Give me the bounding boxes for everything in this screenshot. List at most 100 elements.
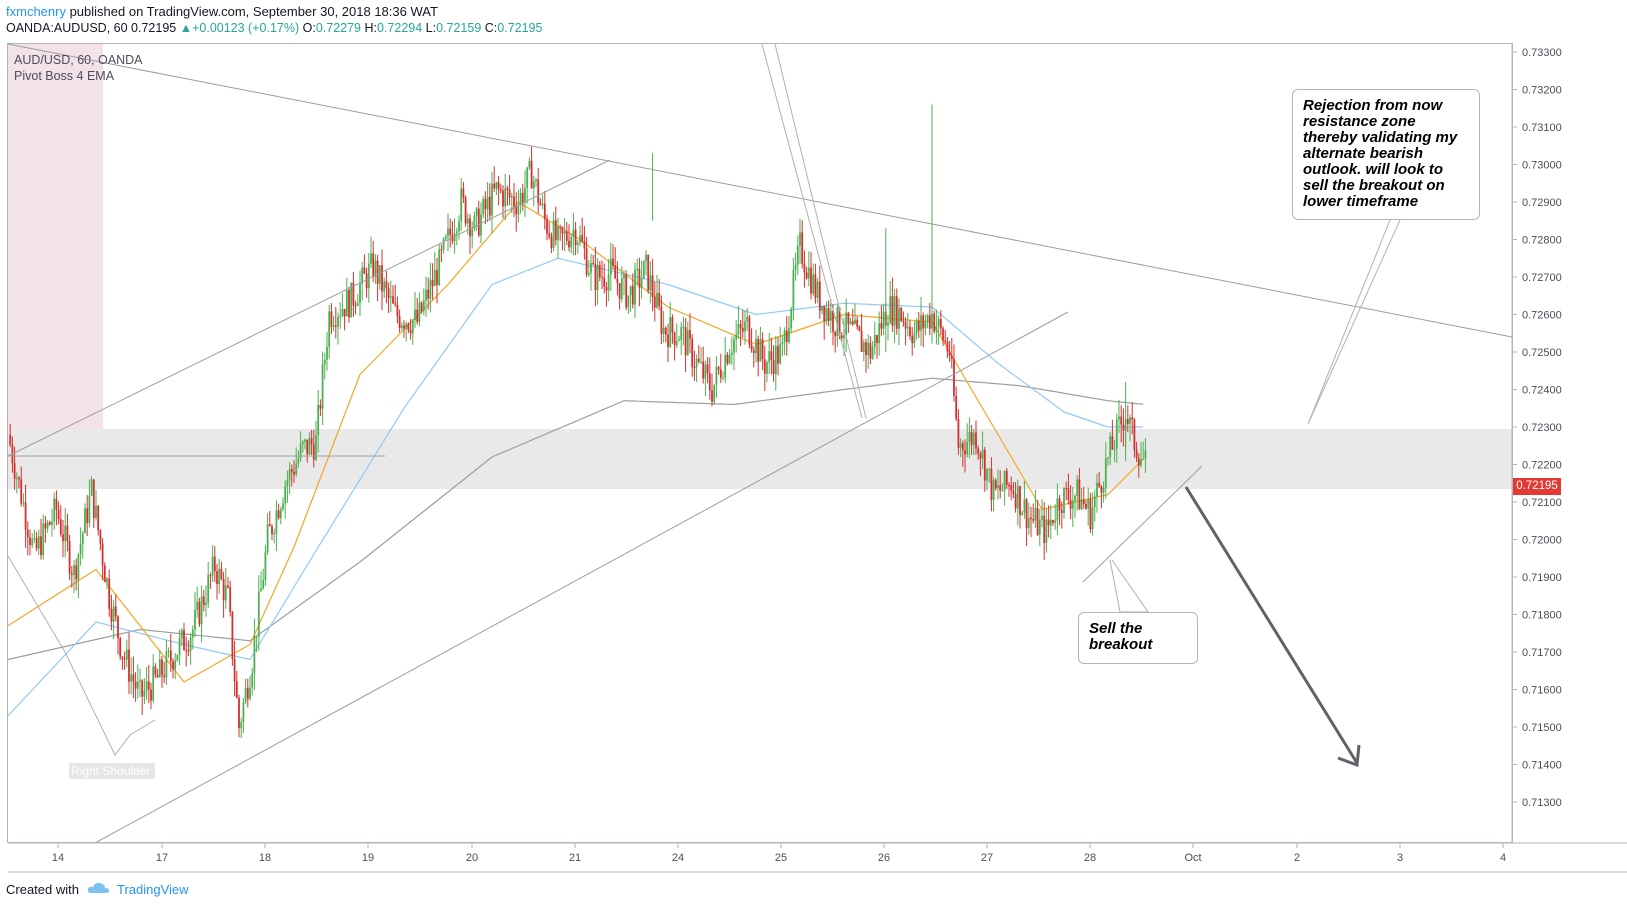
candle-body <box>557 226 559 241</box>
candle-body <box>315 435 317 460</box>
candle-body <box>895 296 898 329</box>
candle-body <box>904 321 907 329</box>
candle-body <box>469 218 471 237</box>
candle-body <box>295 463 298 475</box>
candle-body <box>471 228 474 237</box>
candle-body <box>1122 424 1125 431</box>
last-price-tag: 0.72195 <box>1513 478 1561 495</box>
candle-body <box>640 278 643 288</box>
candle-body <box>865 342 867 356</box>
candle-body <box>926 315 929 322</box>
candle-body <box>220 568 223 579</box>
candle-body <box>730 352 733 355</box>
candle-body <box>1113 448 1116 450</box>
candle-body <box>911 336 914 344</box>
close-label: C: <box>484 21 498 35</box>
candle-body <box>656 292 658 308</box>
author-link[interactable]: fxmchenry <box>6 4 66 19</box>
candle-body <box>744 321 746 332</box>
candle-body <box>783 330 786 342</box>
candle-body <box>594 264 597 290</box>
price-axis[interactable]: 0.73300 0.73200 0.73100 0.73000 0.72900 0.728… <box>1512 47 1562 809</box>
candle-body <box>1063 487 1065 514</box>
candle-body <box>812 274 815 294</box>
candle-body <box>352 282 355 306</box>
candle-body <box>675 340 678 346</box>
x-tick-label: 3 <box>1397 852 1403 864</box>
candle-body <box>662 327 665 334</box>
y-tick-label: 0.73200 <box>1522 85 1562 97</box>
candle-body <box>1087 499 1090 509</box>
candle-body <box>416 309 419 322</box>
candle-body <box>574 229 577 245</box>
candle-body <box>603 277 606 287</box>
candle-body <box>1142 458 1145 460</box>
candle-body <box>759 339 762 362</box>
candle-body <box>125 649 128 660</box>
candle-body <box>601 276 603 278</box>
candle-body <box>1100 486 1103 493</box>
candle-body <box>972 432 975 445</box>
candle-body <box>825 308 828 322</box>
candle-body <box>873 335 876 347</box>
up-arrow-icon: ▲ <box>179 21 193 35</box>
candle-body <box>370 253 372 264</box>
candle-body <box>1047 519 1050 526</box>
candle-body <box>770 351 773 360</box>
candle-body <box>473 215 476 229</box>
candle-body <box>572 229 575 238</box>
candle-body <box>1043 515 1046 543</box>
candle-body <box>700 361 702 363</box>
candle-body <box>81 533 84 544</box>
candle-body <box>537 179 540 204</box>
candle-body <box>9 434 12 445</box>
candle-body <box>990 468 993 500</box>
candle-body <box>660 306 663 334</box>
candle-body <box>1091 507 1094 530</box>
candle-body <box>97 505 100 531</box>
candle-body <box>880 323 883 329</box>
y-tick-label: 0.73000 <box>1522 160 1562 172</box>
candle-body <box>242 702 245 723</box>
candle-body <box>431 279 434 287</box>
tradingview-logo-icon <box>87 881 111 898</box>
candle-body <box>185 650 188 652</box>
candle-body <box>625 274 628 308</box>
candle-body <box>909 326 911 337</box>
candle-body <box>385 281 388 289</box>
candle-body <box>552 220 555 248</box>
candle-body <box>840 335 843 339</box>
candle-body <box>757 338 760 362</box>
x-tick-label: 28 <box>1084 852 1096 864</box>
candle-body <box>299 444 302 459</box>
sell-callout-pointer <box>1109 559 1149 613</box>
candle-body <box>519 192 522 206</box>
candle-body <box>200 596 203 625</box>
candle-body <box>84 508 86 534</box>
candle-body <box>378 265 381 284</box>
candle-body <box>893 296 896 326</box>
low-value: 0.72159 <box>436 21 482 35</box>
candle-body <box>1074 495 1076 501</box>
candle-body <box>1032 519 1035 521</box>
candle-body <box>75 565 78 580</box>
shoulder-pattern-line <box>7 555 156 756</box>
candle-body <box>977 448 980 454</box>
candle-body <box>1109 436 1112 458</box>
candle-body <box>915 320 918 334</box>
candle-body <box>117 616 119 638</box>
candle-body <box>541 203 544 205</box>
tradingview-brand-link[interactable]: TradingView <box>116 882 189 897</box>
candle-body <box>1082 499 1085 504</box>
candle-body <box>768 351 771 363</box>
candle-body <box>631 285 634 305</box>
candle-body <box>330 311 333 327</box>
candle-body <box>832 310 834 332</box>
time-axis[interactable]: 14 17 18 19 20 21 24 25 26 27 28 Oct 2 3 4 <box>52 843 1506 864</box>
candle-body <box>508 189 511 198</box>
candle-body <box>40 536 42 556</box>
candle-body <box>266 524 269 553</box>
candle-body <box>950 355 953 359</box>
candle-body <box>627 295 630 308</box>
